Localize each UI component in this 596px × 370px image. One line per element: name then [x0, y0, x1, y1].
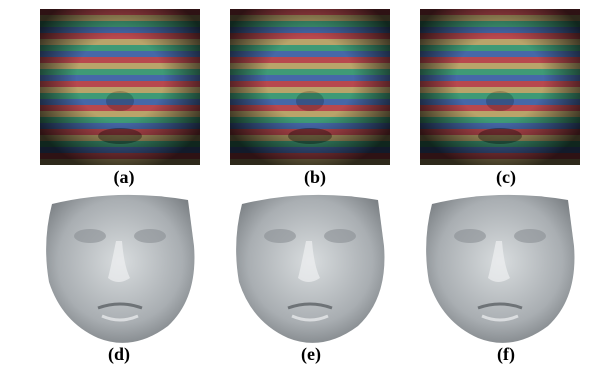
- panel-label: (f): [497, 344, 515, 365]
- figure: (a) (b) (c) (d) (e) (f): [0, 0, 596, 370]
- panel-label: (c): [496, 167, 516, 188]
- panel-label: (e): [301, 344, 321, 365]
- page: (a) (b) (c) (d) (e) (f) (() => { const d…: [0, 0, 596, 370]
- panel-label: (b): [304, 167, 326, 188]
- panel-label: (a): [114, 167, 135, 188]
- photo: [40, 9, 200, 165]
- panel-label: (d): [108, 344, 130, 365]
- face-model: [236, 195, 384, 343]
- photo: [420, 9, 580, 165]
- face-model: [46, 195, 194, 343]
- photo: [230, 9, 390, 165]
- face-model: [426, 195, 574, 343]
